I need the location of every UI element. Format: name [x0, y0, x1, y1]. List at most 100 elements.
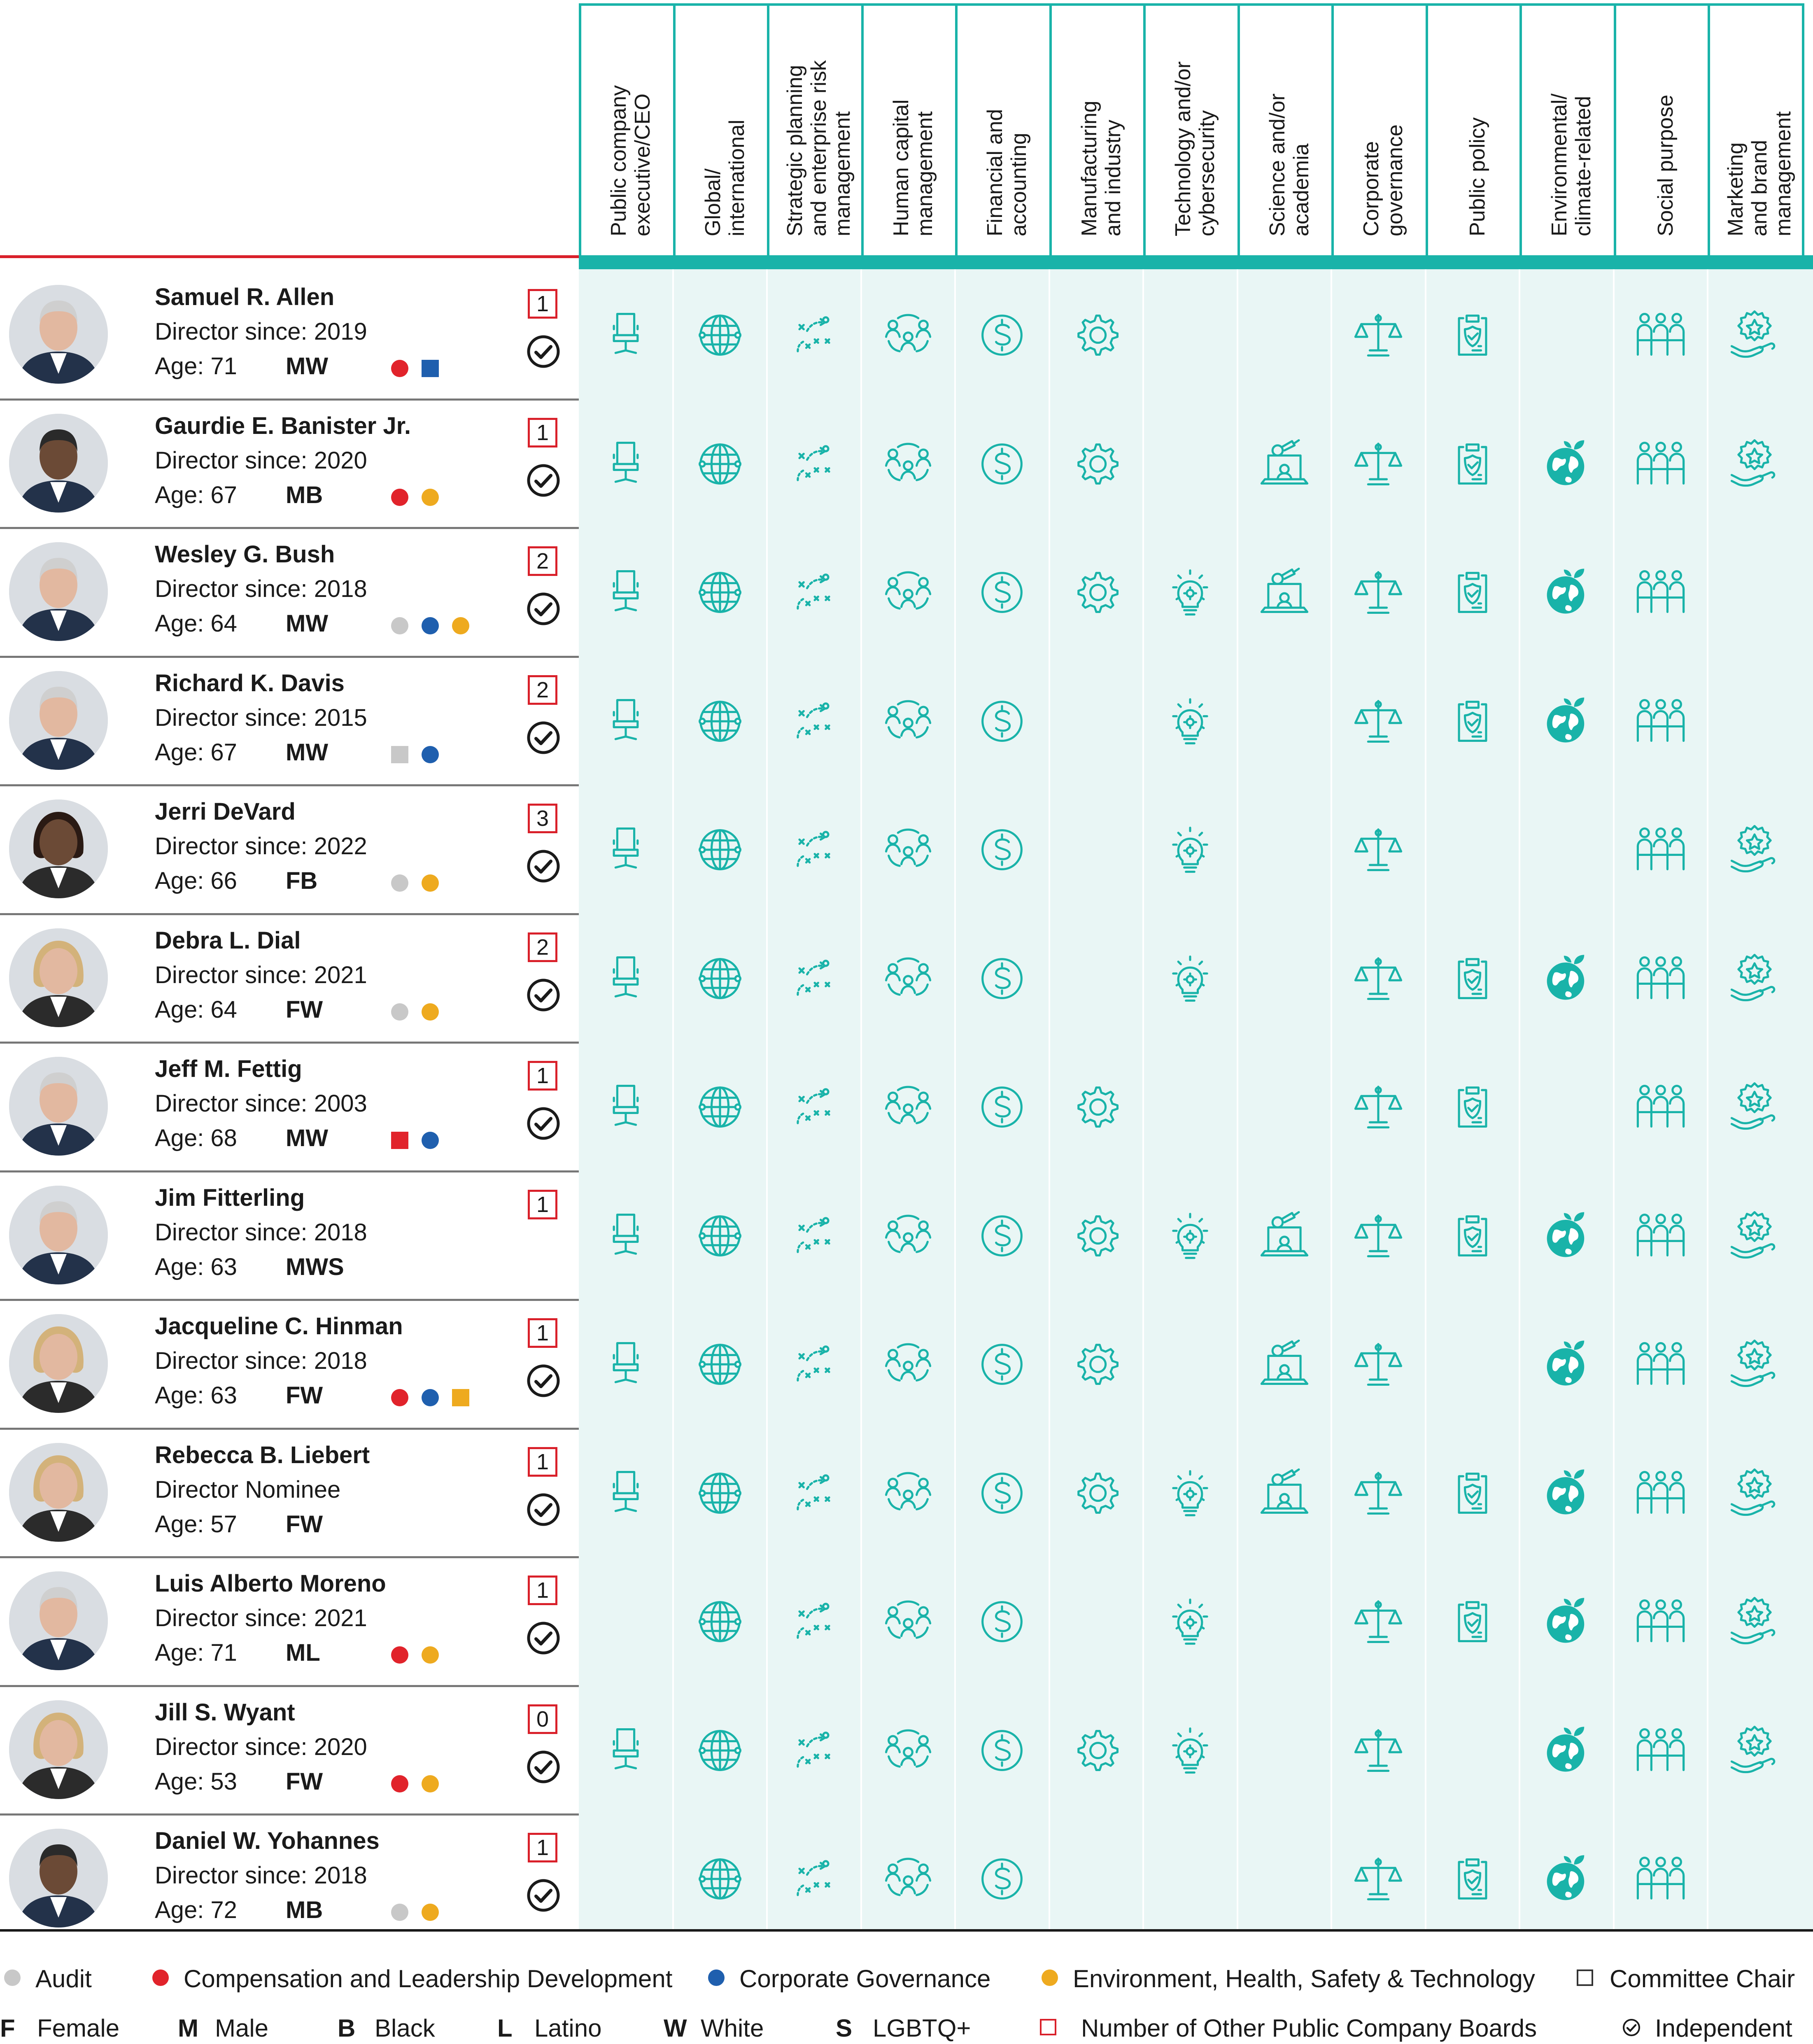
office-chair-icon — [597, 820, 655, 878]
director-since: Director since: 2018 — [155, 576, 367, 602]
dollar-circle-icon — [973, 820, 1031, 878]
other-boards-count: 1 — [528, 289, 557, 319]
legend-code-label: Male — [215, 2014, 269, 2042]
people-network-icon — [879, 1721, 937, 1778]
people-network-icon — [879, 1077, 937, 1135]
director-name: Debra L. Dial — [155, 927, 301, 954]
gear-icon — [1067, 563, 1125, 620]
director-row: Debra L. Dial Director since: 2021 Age: 64… — [0, 914, 1813, 1043]
committee-blue-marker — [422, 617, 439, 634]
people-network-icon — [879, 1464, 937, 1521]
column-divider — [672, 269, 674, 1931]
office-chair-icon — [597, 305, 655, 363]
scales-icon — [1349, 563, 1407, 620]
director-demographics: FW — [286, 1768, 323, 1795]
earth-leaf-icon — [1538, 563, 1595, 620]
director-row: Richard K. Davis Director since: 2015 Age:… — [0, 657, 1813, 785]
director-name: Luis Alberto Moreno — [155, 1570, 386, 1597]
other-boards-count: 3 — [528, 804, 557, 833]
office-chair-icon — [597, 1721, 655, 1778]
column-divider — [1707, 269, 1708, 1931]
skill-header-label: Technology and/or cybersecurity — [1171, 61, 1219, 236]
column-divider — [766, 269, 768, 1931]
column-divider — [860, 269, 862, 1931]
legend-chair-square — [1577, 1969, 1593, 1986]
laptop-science-icon — [1256, 1206, 1313, 1264]
director-since: Director since: 2021 — [155, 1605, 367, 1631]
earth-leaf-icon — [1538, 949, 1595, 1007]
committee-yellow-marker — [422, 1646, 439, 1664]
skill-header-fin: Financial and accounting — [955, 3, 1052, 255]
earth-leaf-icon — [1538, 1592, 1595, 1650]
director-row: Daniel W. Yohannes Director since: 2018 Ag… — [0, 1815, 1813, 1943]
row-divider — [0, 784, 579, 786]
committee-yellow-marker — [422, 874, 439, 892]
earth-leaf-icon — [1538, 1849, 1595, 1907]
legend-gray-dot — [4, 1969, 21, 1986]
legend-independent-icon — [1622, 2018, 1641, 2037]
gear-icon — [1067, 1206, 1125, 1264]
independent-check-icon — [526, 463, 561, 498]
committee-yellow-marker — [452, 617, 469, 634]
gear-icon — [1067, 305, 1125, 363]
director-age: Age: 63 — [155, 1382, 237, 1409]
committee-red-marker — [391, 488, 408, 506]
skill-header-label: Human capital management — [889, 99, 937, 236]
clipboard-shield-icon — [1444, 1077, 1501, 1135]
skill-header-ceo: Public company executive/CEO — [579, 3, 676, 255]
director-row: Jeff M. Fettig Director since: 2003 Age: 6… — [0, 1043, 1813, 1171]
hand-star-icon — [1726, 1077, 1783, 1135]
scales-icon — [1349, 1464, 1407, 1521]
director-since: Director since: 2020 — [155, 1733, 367, 1760]
committee-yellow-marker — [422, 1003, 439, 1021]
lightbulb-gear-icon — [1161, 949, 1219, 1007]
director-row: Jill S. Wyant Director since: 2020 Age: 53… — [0, 1686, 1813, 1815]
director-name: Rebecca B. Liebert — [155, 1441, 370, 1468]
director-age: Age: 68 — [155, 1125, 237, 1151]
director-photo — [9, 671, 108, 770]
legend-code-label: Female — [37, 2014, 120, 2042]
director-age: Age: 64 — [155, 610, 237, 637]
director-age: Age: 64 — [155, 996, 237, 1023]
independent-check-icon — [526, 1750, 561, 1784]
legend-committee-label: Corporate Governance — [739, 1965, 991, 1993]
director-demographics: FW — [286, 996, 323, 1023]
scales-icon — [1349, 434, 1407, 492]
column-divider — [1331, 269, 1332, 1931]
other-boards-count: 0 — [528, 1704, 557, 1734]
strategy-play-icon — [785, 305, 843, 363]
director-age: Age: 67 — [155, 481, 237, 508]
lightbulb-gear-icon — [1161, 820, 1219, 878]
globe-icon — [691, 1849, 749, 1907]
committee-blue-chair-marker — [422, 360, 439, 377]
director-photo — [9, 1057, 108, 1156]
other-boards-count: 2 — [528, 932, 557, 962]
dollar-circle-icon — [973, 305, 1031, 363]
hand-star-icon — [1726, 1335, 1783, 1392]
director-age: Age: 67 — [155, 739, 237, 766]
column-divider — [1048, 269, 1050, 1931]
lightbulb-gear-icon — [1161, 1721, 1219, 1778]
office-chair-icon — [597, 1077, 655, 1135]
independent-check-icon — [526, 592, 561, 626]
gear-icon — [1067, 434, 1125, 492]
committee-yellow-marker — [422, 1775, 439, 1792]
legend-chair-label: Committee Chair — [1610, 1965, 1795, 1993]
strategy-play-icon — [785, 434, 843, 492]
director-name: Wesley G. Bush — [155, 541, 335, 568]
clipboard-shield-icon — [1444, 1849, 1501, 1907]
globe-icon — [691, 949, 749, 1007]
earth-leaf-icon — [1538, 434, 1595, 492]
legend-yellow-dot — [1042, 1969, 1058, 1986]
dollar-circle-icon — [973, 1464, 1031, 1521]
legend-code-label: LGBTQ+ — [873, 2014, 971, 2042]
committee-red-marker — [391, 360, 408, 377]
director-name: Jeff M. Fettig — [155, 1056, 302, 1082]
director-demographics: FW — [286, 1510, 323, 1538]
row-divider — [0, 1042, 579, 1044]
people-network-icon — [879, 1335, 937, 1392]
legend-code: F — [0, 2014, 15, 2042]
scales-icon — [1349, 1335, 1407, 1392]
people-network-icon — [879, 1206, 937, 1264]
director-demographics: MWS — [286, 1253, 344, 1280]
